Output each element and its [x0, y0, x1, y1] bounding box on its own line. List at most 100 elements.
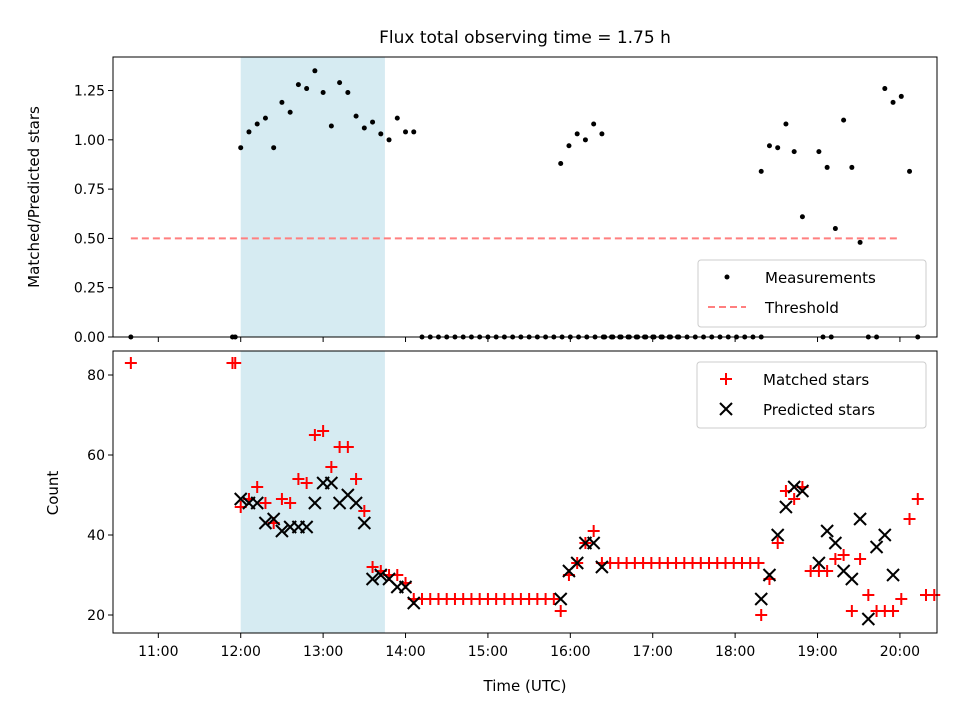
- measurements-legend-marker: [724, 274, 730, 280]
- predicted-star-point: [853, 512, 867, 526]
- matched-star-point: [752, 557, 765, 569]
- matched-star-point: [547, 593, 560, 605]
- predicted-star-point: [861, 612, 876, 626]
- predicted-star-point: [398, 580, 413, 594]
- x-tick-label: 19:00: [797, 644, 837, 660]
- measurement-point: [386, 137, 392, 143]
- matched-star-point: [124, 357, 137, 369]
- measurements-legend-label: Measurements: [765, 269, 876, 287]
- measurement-point: [849, 164, 855, 170]
- matched-star-point: [300, 477, 313, 489]
- measurement-point: [816, 149, 822, 155]
- matched-star-point: [837, 549, 850, 561]
- measurement-point: [328, 123, 334, 129]
- matched-star-point: [341, 441, 354, 453]
- x-tick-label: 11:00: [138, 644, 178, 660]
- matched-star-point: [358, 505, 371, 517]
- measurement-point: [262, 115, 268, 121]
- matched-star-point: [317, 425, 330, 437]
- measurement-point: [312, 68, 318, 74]
- x-tick-label: 12:00: [221, 644, 261, 660]
- measurement-point: [566, 143, 572, 149]
- y-tick-label: 0.00: [74, 330, 105, 346]
- predicted-star-point: [357, 516, 372, 530]
- measurement-point: [558, 160, 564, 166]
- matched-star-point: [325, 461, 338, 473]
- top-legend-box: [697, 259, 927, 328]
- matched-star-point: [350, 473, 363, 485]
- matched-star-point: [854, 553, 867, 565]
- matched-star-point: [829, 553, 842, 565]
- matched-star-point: [275, 493, 288, 505]
- predicted-star-point: [570, 556, 584, 570]
- predicted-star-point: [754, 592, 768, 606]
- measurement-point: [591, 121, 597, 127]
- measurement-point: [295, 82, 301, 88]
- bottom-legend-box: [696, 361, 927, 429]
- top-panel: 0.00 0.25 0.50 0.75 1.00 1.25: [74, 56, 938, 346]
- matched-star-point: [845, 605, 858, 617]
- chart-title: Flux total observing time = 1.75 h: [379, 28, 671, 48]
- predicted-star-point: [762, 568, 777, 582]
- matched-star-point: [229, 357, 242, 369]
- measurement-point: [766, 143, 772, 149]
- predicted-star-point: [258, 516, 273, 530]
- y-tick-label: 60: [87, 448, 105, 464]
- predicted-star-point: [308, 496, 322, 510]
- matched-star-point: [554, 605, 567, 617]
- measurement-point: [857, 239, 863, 245]
- highlight-span: [240, 57, 385, 337]
- measurement-point: [353, 113, 359, 119]
- matched-star-point: [292, 473, 305, 485]
- matched-legend-marker: [720, 373, 732, 385]
- measurement-point: [394, 115, 400, 121]
- predicted-star-point: [869, 540, 884, 554]
- bottom-panel: 20 40 60 80 11:00 12:00 13:00 14:00 15:00 16:00 17…: [87, 350, 941, 660]
- y-tick-label: 0.50: [74, 231, 105, 247]
- bottom-legend: Matched stars Predicted stars: [696, 361, 927, 429]
- predicted-star-point: [795, 484, 810, 498]
- measurement-point: [890, 99, 896, 105]
- matched-star-point: [887, 605, 900, 617]
- matched-star-point: [911, 493, 924, 505]
- predicted-star-point: [324, 476, 339, 490]
- measurement-point: [898, 93, 904, 99]
- measurement-point: [304, 86, 310, 92]
- predicted-star-point: [828, 536, 843, 550]
- measurement-point: [370, 119, 376, 125]
- predicted-star-point: [374, 568, 388, 582]
- predicted-star-point: [787, 480, 801, 494]
- predicted-star-point: [275, 524, 289, 538]
- predicted-star-point: [250, 496, 264, 510]
- predicted-star-point: [886, 568, 900, 582]
- y-tick-label: 40: [87, 528, 105, 544]
- measurement-point: [799, 214, 805, 220]
- matched-legend-label: Matched stars: [763, 371, 869, 389]
- y-tick-label: 0.25: [74, 281, 105, 297]
- predicted-star-point: [365, 572, 380, 586]
- predicted-star-point: [878, 528, 892, 542]
- top-y-axis-label: Matched/Predicted stars: [25, 106, 43, 288]
- matched-star-point: [788, 493, 801, 505]
- x-tick-label: 17:00: [633, 644, 673, 660]
- matched-star-point: [366, 561, 379, 573]
- matched-star-point: [251, 481, 264, 493]
- predicted-star-point: [595, 560, 609, 574]
- matched-star-point: [821, 565, 834, 577]
- y-tick-label: 80: [87, 368, 105, 384]
- measurement-point: [824, 164, 830, 170]
- measurement-point: [582, 137, 588, 143]
- matched-star-point: [771, 537, 784, 549]
- plot-frame: [112, 56, 938, 338]
- y-tick-label: 1.25: [74, 84, 105, 100]
- matched-star-point: [755, 609, 768, 621]
- matched-star-point: [587, 525, 600, 537]
- matched-star-point: [903, 513, 916, 525]
- measurement-point: [783, 121, 789, 127]
- predicted-star-point: [845, 572, 859, 586]
- measurement-point: [832, 226, 838, 232]
- highlight-span: [240, 351, 385, 633]
- plot-frame: [112, 350, 938, 634]
- predicted-star-point: [234, 492, 248, 506]
- threshold-legend-label: Threshold: [764, 299, 839, 317]
